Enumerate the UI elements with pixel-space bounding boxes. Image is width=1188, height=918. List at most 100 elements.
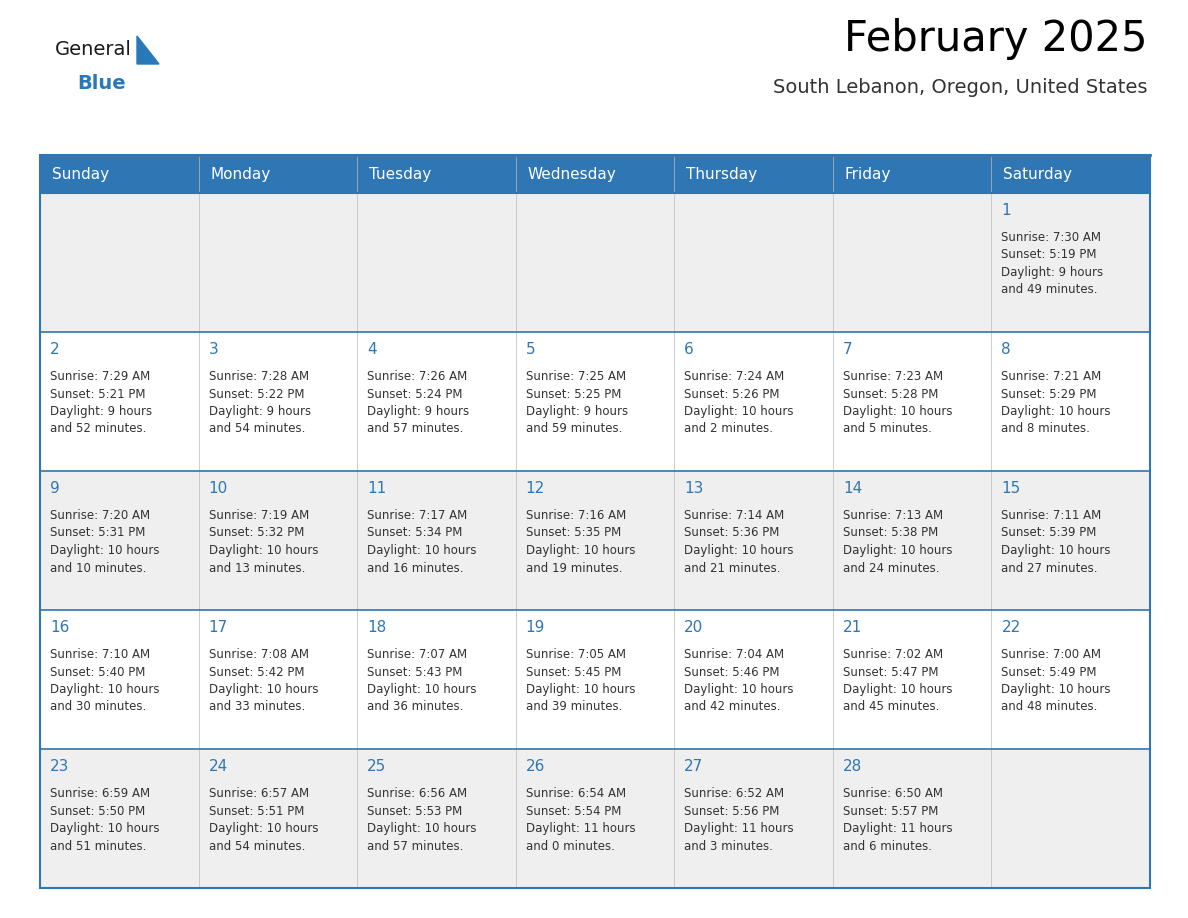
Bar	[40, 610, 1150, 749]
Text: Daylight: 10 hours: Daylight: 10 hours	[684, 544, 794, 557]
Text: 27: 27	[684, 759, 703, 774]
Text: Sunrise: 7:10 AM: Sunrise: 7:10 AM	[50, 648, 150, 661]
Text: Sunset: 5:29 PM: Sunset: 5:29 PM	[1001, 387, 1097, 400]
Text: Sunset: 5:43 PM: Sunset: 5:43 PM	[367, 666, 462, 678]
Text: Daylight: 10 hours: Daylight: 10 hours	[684, 683, 794, 696]
Text: and 54 minutes.: and 54 minutes.	[209, 839, 305, 853]
Text: Sunset: 5:26 PM: Sunset: 5:26 PM	[684, 387, 779, 400]
Text: and 10 minutes.: and 10 minutes.	[50, 562, 146, 575]
Text: 22: 22	[1001, 620, 1020, 635]
Text: Sunrise: 7:00 AM: Sunrise: 7:00 AM	[1001, 648, 1101, 661]
Text: 5: 5	[526, 342, 536, 357]
Text: and 51 minutes.: and 51 minutes.	[50, 839, 146, 853]
Text: and 49 minutes.: and 49 minutes.	[1001, 284, 1098, 297]
Text: Sunset: 5:24 PM: Sunset: 5:24 PM	[367, 387, 462, 400]
Text: and 42 minutes.: and 42 minutes.	[684, 700, 781, 713]
Text: Sunrise: 7:24 AM: Sunrise: 7:24 AM	[684, 370, 784, 383]
Text: Sunset: 5:45 PM: Sunset: 5:45 PM	[526, 666, 621, 678]
Text: Sunset: 5:19 PM: Sunset: 5:19 PM	[1001, 249, 1097, 262]
Bar	[40, 155, 1150, 888]
Text: Daylight: 10 hours: Daylight: 10 hours	[50, 822, 159, 835]
Bar	[40, 749, 1150, 888]
Text: Daylight: 10 hours: Daylight: 10 hours	[1001, 544, 1111, 557]
Text: Daylight: 10 hours: Daylight: 10 hours	[50, 683, 159, 696]
Text: and 54 minutes.: and 54 minutes.	[209, 422, 305, 435]
Text: Sunrise: 7:28 AM: Sunrise: 7:28 AM	[209, 370, 309, 383]
Text: and 24 minutes.: and 24 minutes.	[842, 562, 940, 575]
Text: Daylight: 10 hours: Daylight: 10 hours	[842, 405, 953, 418]
Text: 24: 24	[209, 759, 228, 774]
Text: and 19 minutes.: and 19 minutes.	[526, 562, 623, 575]
Text: and 21 minutes.: and 21 minutes.	[684, 562, 781, 575]
Text: Daylight: 10 hours: Daylight: 10 hours	[209, 544, 318, 557]
Text: Daylight: 9 hours: Daylight: 9 hours	[367, 405, 469, 418]
Text: 20: 20	[684, 620, 703, 635]
Text: Sunrise: 7:05 AM: Sunrise: 7:05 AM	[526, 648, 626, 661]
Text: 25: 25	[367, 759, 386, 774]
Text: Daylight: 10 hours: Daylight: 10 hours	[684, 405, 794, 418]
Text: Sunrise: 6:59 AM: Sunrise: 6:59 AM	[50, 787, 150, 800]
Text: Daylight: 10 hours: Daylight: 10 hours	[367, 822, 476, 835]
Text: 1: 1	[1001, 203, 1011, 218]
Text: Sunrise: 7:14 AM: Sunrise: 7:14 AM	[684, 509, 784, 522]
Text: Sunset: 5:40 PM: Sunset: 5:40 PM	[50, 666, 145, 678]
Text: Daylight: 10 hours: Daylight: 10 hours	[526, 683, 636, 696]
Text: Sunrise: 7:04 AM: Sunrise: 7:04 AM	[684, 648, 784, 661]
Text: and 3 minutes.: and 3 minutes.	[684, 839, 773, 853]
Text: Daylight: 10 hours: Daylight: 10 hours	[209, 822, 318, 835]
Text: Sunset: 5:56 PM: Sunset: 5:56 PM	[684, 804, 779, 818]
Text: Sunrise: 7:17 AM: Sunrise: 7:17 AM	[367, 509, 467, 522]
Text: Sunset: 5:28 PM: Sunset: 5:28 PM	[842, 387, 939, 400]
Text: Daylight: 10 hours: Daylight: 10 hours	[526, 544, 636, 557]
Text: Sunrise: 7:25 AM: Sunrise: 7:25 AM	[526, 370, 626, 383]
Text: Sunset: 5:57 PM: Sunset: 5:57 PM	[842, 804, 939, 818]
Text: 9: 9	[50, 481, 59, 496]
Text: 6: 6	[684, 342, 694, 357]
Text: Sunrise: 7:21 AM: Sunrise: 7:21 AM	[1001, 370, 1101, 383]
Text: Sunrise: 7:23 AM: Sunrise: 7:23 AM	[842, 370, 943, 383]
Text: Daylight: 10 hours: Daylight: 10 hours	[1001, 405, 1111, 418]
Text: Sunset: 5:46 PM: Sunset: 5:46 PM	[684, 666, 779, 678]
Text: 7: 7	[842, 342, 853, 357]
Text: Sunset: 5:32 PM: Sunset: 5:32 PM	[209, 527, 304, 540]
Text: 15: 15	[1001, 481, 1020, 496]
Text: and 57 minutes.: and 57 minutes.	[367, 422, 463, 435]
Text: Daylight: 9 hours: Daylight: 9 hours	[526, 405, 627, 418]
Text: Sunset: 5:51 PM: Sunset: 5:51 PM	[209, 804, 304, 818]
Text: 10: 10	[209, 481, 228, 496]
Text: Tuesday: Tuesday	[369, 166, 431, 182]
Text: Sunrise: 7:20 AM: Sunrise: 7:20 AM	[50, 509, 150, 522]
Text: and 33 minutes.: and 33 minutes.	[209, 700, 305, 713]
Text: Daylight: 10 hours: Daylight: 10 hours	[367, 544, 476, 557]
Text: Daylight: 10 hours: Daylight: 10 hours	[367, 683, 476, 696]
Text: and 39 minutes.: and 39 minutes.	[526, 700, 623, 713]
Text: Sunrise: 7:26 AM: Sunrise: 7:26 AM	[367, 370, 467, 383]
Text: February 2025: February 2025	[845, 18, 1148, 60]
Text: Sunset: 5:25 PM: Sunset: 5:25 PM	[526, 387, 621, 400]
Text: 21: 21	[842, 620, 862, 635]
Text: 4: 4	[367, 342, 377, 357]
Text: Sunset: 5:38 PM: Sunset: 5:38 PM	[842, 527, 939, 540]
Text: Sunrise: 6:52 AM: Sunrise: 6:52 AM	[684, 787, 784, 800]
Text: Sunset: 5:35 PM: Sunset: 5:35 PM	[526, 527, 621, 540]
Text: Daylight: 11 hours: Daylight: 11 hours	[526, 822, 636, 835]
Text: Sunrise: 7:02 AM: Sunrise: 7:02 AM	[842, 648, 943, 661]
Bar	[40, 332, 1150, 471]
Text: and 13 minutes.: and 13 minutes.	[209, 562, 305, 575]
Text: Sunset: 5:49 PM: Sunset: 5:49 PM	[1001, 666, 1097, 678]
Text: Sunrise: 7:07 AM: Sunrise: 7:07 AM	[367, 648, 467, 661]
Text: Sunrise: 7:13 AM: Sunrise: 7:13 AM	[842, 509, 943, 522]
Text: and 36 minutes.: and 36 minutes.	[367, 700, 463, 713]
Text: Daylight: 11 hours: Daylight: 11 hours	[842, 822, 953, 835]
Text: 3: 3	[209, 342, 219, 357]
Text: General: General	[55, 40, 132, 59]
Text: Sunset: 5:21 PM: Sunset: 5:21 PM	[50, 387, 145, 400]
Text: and 45 minutes.: and 45 minutes.	[842, 700, 940, 713]
Text: Sunrise: 6:57 AM: Sunrise: 6:57 AM	[209, 787, 309, 800]
Text: 17: 17	[209, 620, 228, 635]
Text: and 16 minutes.: and 16 minutes.	[367, 562, 463, 575]
Text: South Lebanon, Oregon, United States: South Lebanon, Oregon, United States	[773, 78, 1148, 97]
Text: Sunrise: 7:19 AM: Sunrise: 7:19 AM	[209, 509, 309, 522]
Text: Sunset: 5:36 PM: Sunset: 5:36 PM	[684, 527, 779, 540]
Text: and 5 minutes.: and 5 minutes.	[842, 422, 931, 435]
